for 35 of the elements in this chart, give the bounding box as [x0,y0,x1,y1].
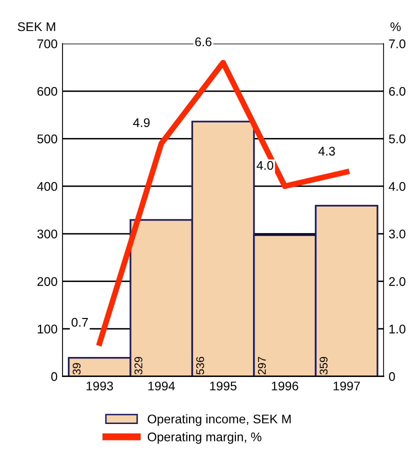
data-label: 4.3 [318,146,335,156]
y-tick-label: 700 [37,39,58,48]
x-tick-label: 1995 [210,382,236,390]
y2-tick-label: 3.0 [388,230,406,238]
data-label: 4.9 [133,118,150,128]
data-label: 297 [258,356,266,374]
y2-tick-label: 2.0 [389,277,406,286]
y2-tick-label: 6.0 [389,86,406,96]
data-label: 4.0 [256,161,274,170]
data-label: 0.7 [72,318,88,327]
y-tick-label: 300 [37,230,58,238]
y2-tick-label: 0 [388,372,395,382]
y-tick-label: 600 [37,86,58,96]
y-tick-label: 200 [37,277,58,286]
y-tick-label: 0 [51,372,58,382]
data-label: 536 [196,356,204,375]
data-label: 329 [134,356,142,375]
legend-label: Operating margin, % [148,432,262,444]
data-label: 359 [320,356,328,375]
y-tick-label: 100 [38,324,58,334]
x-tick-label: 1996 [272,382,298,390]
y-axis-title: SEK M [18,22,56,32]
x-tick-label: 1997 [334,382,360,390]
legend-label: Operating income, SEK M [148,414,291,426]
y2-tick-label: 1.0 [389,324,406,334]
y2-tick-label: 4.0 [388,182,406,191]
y2-tick-label: 5.0 [389,134,406,144]
x-tick-label: 1993 [86,382,113,390]
x-tick-label: 1994 [148,382,175,390]
data-label: 39 [72,363,81,375]
y2-axis-title: % [390,22,401,32]
y-tick-label: 400 [37,182,58,191]
data-label: 6.6 [195,37,212,46]
y2-tick-label: 7.0 [389,39,406,48]
y-tick-label: 500 [37,134,58,144]
